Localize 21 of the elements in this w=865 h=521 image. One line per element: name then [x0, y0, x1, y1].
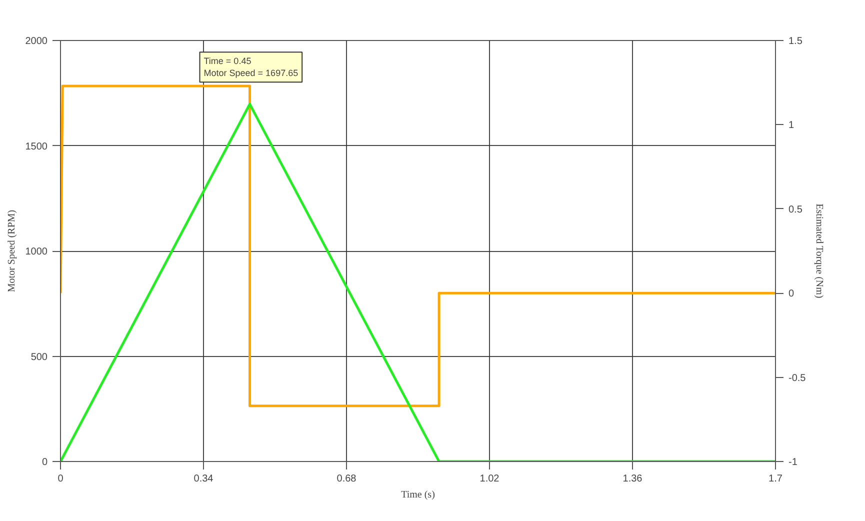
- y2-tick-label: 1: [788, 120, 794, 132]
- y-tick-label: 0: [42, 457, 48, 468]
- y2-tick-label: -0.5: [788, 372, 806, 384]
- x-tick-label: 1.02: [480, 474, 500, 484]
- x-axis-title: Time (s): [401, 490, 435, 500]
- y-axis-title: Motor Speed (RPM): [6, 210, 18, 292]
- x-tick-label: 0: [58, 474, 64, 484]
- y2-tick-label: 0: [788, 288, 794, 300]
- y2-tick-label: -1: [788, 457, 798, 468]
- annotation: Time = 0.45 Motor Speed = 1697.65: [204, 56, 298, 78]
- x-tick-label: 0.34: [194, 474, 214, 484]
- y-tick-label: 1000: [25, 246, 48, 258]
- y-tick-label: 2000: [25, 36, 48, 47]
- y2-tick-label: 0.5: [788, 204, 803, 216]
- x-tick-label: 0.68: [336, 474, 357, 484]
- y2-tick-label: 1.5: [788, 36, 803, 47]
- x-tick-label: 1.36: [622, 474, 643, 484]
- x-tick-label: 1.7: [768, 474, 783, 484]
- y-tick-label: 1500: [25, 141, 48, 152]
- y2-axis-title: Estimated Torque (Nm): [814, 204, 825, 298]
- y-tick-label: 500: [30, 352, 48, 363]
